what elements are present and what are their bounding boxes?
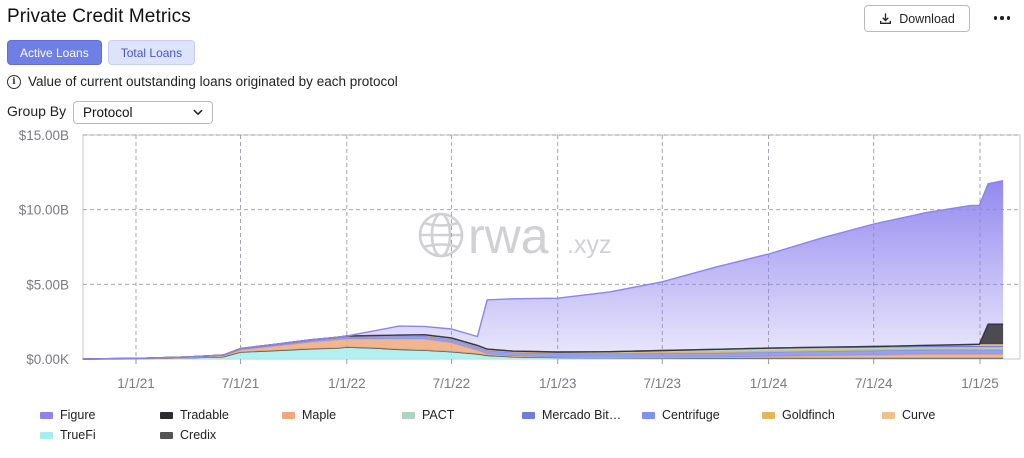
legend-label: Curve xyxy=(902,408,936,422)
page-title: Private Credit Metrics xyxy=(7,6,191,27)
legend-swatch xyxy=(522,411,535,419)
x-tick-label: 1/1/22 xyxy=(328,376,366,388)
y-tick-label: $10.00B xyxy=(19,203,69,218)
area-series-centrifuge[interactable] xyxy=(82,336,1004,359)
chart-description: i Value of current outstanding loans ori… xyxy=(7,74,398,89)
legend-item-goldfinch[interactable]: Goldfinch xyxy=(762,408,835,422)
legend-item-figure[interactable]: Figure xyxy=(40,408,95,422)
info-icon[interactable]: i xyxy=(7,74,21,89)
watermark-text: rwa xyxy=(468,208,549,264)
legend-swatch xyxy=(882,411,895,419)
legend-item-truefi[interactable]: TrueFi xyxy=(40,428,96,442)
legend-label: TrueFi xyxy=(60,428,96,442)
x-tick-label: 1/1/21 xyxy=(117,376,155,388)
download-icon xyxy=(880,13,892,24)
area-series-truefi[interactable] xyxy=(82,347,1004,359)
legend-label: Figure xyxy=(60,408,96,422)
legend-label: Tradable xyxy=(180,408,229,422)
legend-swatch xyxy=(160,431,173,439)
dot-icon xyxy=(1006,16,1011,20)
chart-areas xyxy=(82,180,1004,360)
legend-item-maple[interactable]: Maple xyxy=(282,408,336,422)
legend-label: Centrifuge xyxy=(662,408,720,422)
legend-swatch xyxy=(402,411,415,419)
legend-item-centrifuge[interactable]: Centrifuge xyxy=(642,408,720,422)
x-tick-label: 1/1/24 xyxy=(750,376,788,388)
more-options-button[interactable] xyxy=(990,10,1014,26)
legend-swatch xyxy=(160,411,173,419)
x-tick-label: 7/1/22 xyxy=(433,376,471,388)
legend-swatch xyxy=(40,411,53,419)
watermark: rwa .xyz xyxy=(418,208,611,264)
line-series-maple xyxy=(82,338,1004,360)
legend-label: Goldfinch xyxy=(782,408,835,422)
y-tick-label: $15.00B xyxy=(19,128,69,143)
legend-item-curve[interactable]: Curve xyxy=(882,408,935,422)
legend-item-mercado-bit[interactable]: Mercado Bit… xyxy=(522,408,621,422)
globe-icon xyxy=(418,212,464,258)
dot-icon xyxy=(993,16,998,20)
legend-swatch xyxy=(642,411,655,419)
tab-total-loans[interactable]: Total Loans xyxy=(107,40,196,65)
legend-label: Mercado Bit… xyxy=(542,408,622,422)
area-series-figure[interactable] xyxy=(82,180,1004,359)
legend-swatch xyxy=(282,411,295,419)
group-by-label: Group By xyxy=(7,103,67,119)
x-tick-label: 7/1/23 xyxy=(643,376,681,388)
legend-swatch xyxy=(40,431,53,439)
metric-tabs: Active Loans Total Loans xyxy=(7,40,196,65)
legend-label: PACT xyxy=(422,408,455,422)
legend-item-pact[interactable]: PACT xyxy=(402,408,454,422)
legend-item-credix[interactable]: Credix xyxy=(160,428,216,442)
legend-item-tradable[interactable]: Tradable xyxy=(160,408,229,422)
watermark-suffix: .xyz xyxy=(567,231,611,259)
x-tick-label: 1/1/23 xyxy=(539,376,577,388)
tab-active-loans[interactable]: Active Loans xyxy=(7,40,102,65)
download-button[interactable]: Download xyxy=(864,5,970,32)
legend-label: Credix xyxy=(180,428,217,442)
x-tick-label: 7/1/21 xyxy=(222,376,260,388)
description-text: Value of current outstanding loans origi… xyxy=(28,74,398,89)
legend-swatch xyxy=(762,411,775,419)
stacked-area-chart: rwa .xyz $15.00B $10.00B $5.00B $0.00K 1/1/2… xyxy=(19,128,1021,388)
dot-icon xyxy=(1000,16,1004,20)
group-by-select[interactable]: Protocol xyxy=(73,101,213,124)
line-series-figure xyxy=(82,180,1004,360)
area-series-maple[interactable] xyxy=(82,339,1004,359)
group-by-value: Protocol xyxy=(83,105,133,120)
y-tick-label: $0.00K xyxy=(26,352,69,367)
download-label: Download xyxy=(899,11,955,26)
legend-label: Maple xyxy=(302,408,337,422)
x-tick-label: 1/1/25 xyxy=(961,376,999,388)
chevron-down-icon xyxy=(193,109,203,116)
chart-axes: $15.00B $10.00B $5.00B $0.00K 1/1/21 7/1/21 1/… xyxy=(19,128,999,388)
x-tick-label: 7/1/24 xyxy=(855,376,893,388)
y-tick-label: $5.00B xyxy=(26,277,69,292)
